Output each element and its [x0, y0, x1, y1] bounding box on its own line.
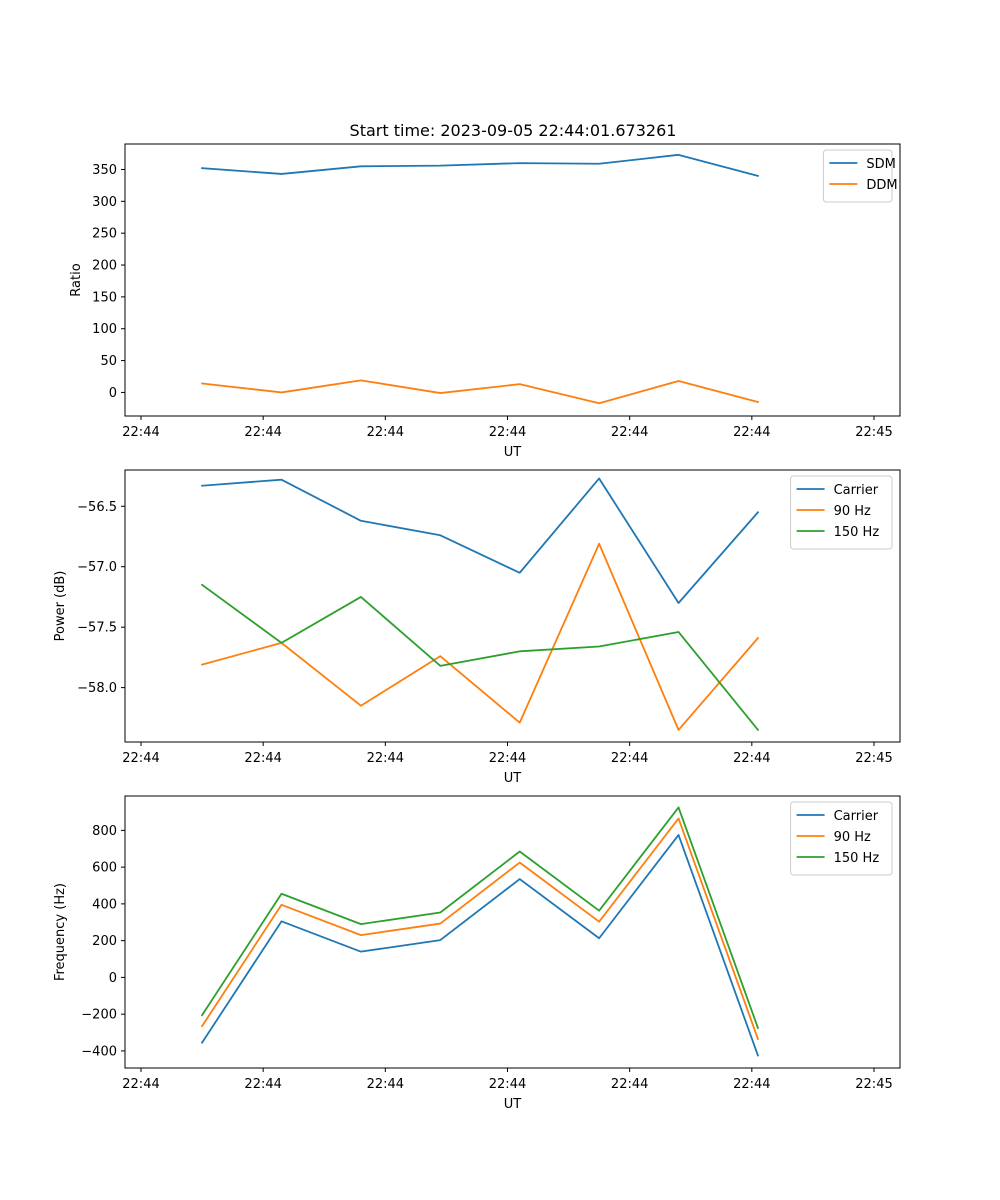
x-tick-label: 22:45 — [855, 1077, 892, 1092]
legend: SDM DDM — [822, 149, 898, 203]
x-tick-label: 22:44 — [611, 751, 648, 766]
x-tick-label: 22:44 — [489, 751, 526, 766]
y-tick-label: −57.0 — [77, 560, 117, 575]
x-tick-label: 22:44 — [244, 425, 281, 440]
y-axis-label: Ratio — [69, 263, 84, 296]
y-tick-label: 0 — [109, 386, 117, 401]
x-tick-label: 22:44 — [611, 425, 648, 440]
y-axis-label: Frequency (Hz) — [53, 883, 68, 981]
legend-label: 150 Hz — [834, 851, 880, 866]
series-line-carrier — [200, 834, 760, 1057]
x-tick-label: 22:44 — [244, 1077, 281, 1092]
legend-label: 90 Hz — [834, 830, 871, 845]
y-tick-label: 250 — [92, 227, 117, 242]
y-tick-label: 350 — [92, 163, 117, 178]
y-tick-label: 400 — [92, 897, 117, 912]
figure-title: Start time: 2023-09-05 22:44:01.673261 — [350, 121, 677, 140]
legend-label: 90 Hz — [834, 504, 871, 519]
x-tick-label: 22:44 — [733, 425, 770, 440]
x-tick-label: 22:44 — [367, 425, 404, 440]
y-tick-label: 200 — [92, 259, 117, 274]
x-tick-label: 22:44 — [367, 1077, 404, 1092]
chart-panel-1: 22:44 22:44 22:44 22:44 22:44 22:44 22:45 0 50 10… — [69, 143, 901, 460]
x-axis-label: UT — [504, 445, 522, 460]
legend-label: Carrier — [834, 809, 879, 824]
y-tick-label: 0 — [109, 971, 117, 986]
chart-panel-2: 22:44 22:44 22:44 22:44 22:44 22:44 22:45 −58.0… — [53, 469, 901, 786]
legend: Carrier 90 Hz 150 Hz — [790, 475, 893, 550]
x-tick-label: 22:44 — [122, 751, 159, 766]
series-line-150-hz — [200, 806, 760, 1030]
chart-panel-3: 22:44 22:44 22:44 22:44 22:44 22:44 22:45 −400 −… — [53, 795, 901, 1112]
axes-frame — [124, 469, 901, 743]
legend-label: DDM — [866, 178, 897, 193]
y-tick-label: −200 — [81, 1008, 117, 1023]
y-tick-label: −57.5 — [77, 621, 117, 636]
legend-label: 150 Hz — [834, 525, 880, 540]
legend: Carrier 90 Hz 150 Hz — [790, 801, 893, 876]
x-tick-label: 22:45 — [855, 751, 892, 766]
x-axis-label: UT — [504, 1097, 522, 1112]
axes-frame — [124, 795, 901, 1069]
series-line-90-hz — [200, 817, 760, 1041]
y-tick-label: −58.0 — [77, 681, 117, 696]
y-tick-label: 50 — [100, 354, 117, 369]
y-tick-label: 800 — [92, 824, 117, 839]
x-tick-label: 22:44 — [244, 751, 281, 766]
x-tick-label: 22:44 — [122, 1077, 159, 1092]
panels: 22:44 22:44 22:44 22:44 22:44 22:44 22:45 0 50 10… — [53, 143, 901, 1112]
x-tick-label: 22:44 — [733, 1077, 770, 1092]
y-tick-label: 150 — [92, 290, 117, 305]
x-tick-label: 22:44 — [611, 1077, 648, 1092]
series-line-90-hz — [200, 542, 760, 731]
x-tick-label: 22:45 — [855, 425, 892, 440]
x-axis-label: UT — [504, 771, 522, 786]
y-tick-label: 600 — [92, 861, 117, 876]
x-tick-label: 22:44 — [367, 751, 404, 766]
x-tick-label: 22:44 — [489, 425, 526, 440]
series-line-150-hz — [200, 583, 760, 732]
x-tick-label: 22:44 — [733, 751, 770, 766]
legend-label: Carrier — [834, 483, 879, 498]
x-tick-label: 22:44 — [489, 1077, 526, 1092]
legend-label: SDM — [866, 157, 895, 172]
series-line-ddm — [201, 379, 760, 405]
y-tick-label: −56.5 — [77, 500, 117, 515]
x-tick-label: 22:44 — [122, 425, 159, 440]
series-line-sdm — [201, 153, 760, 177]
y-tick-label: 200 — [92, 934, 117, 949]
y-axis-label: Power (dB) — [53, 571, 68, 642]
y-tick-label: 300 — [92, 195, 117, 210]
y-tick-label: −400 — [81, 1044, 117, 1059]
axes-frame — [124, 143, 901, 417]
series-line-carrier — [201, 477, 760, 604]
y-tick-label: 100 — [92, 322, 117, 337]
